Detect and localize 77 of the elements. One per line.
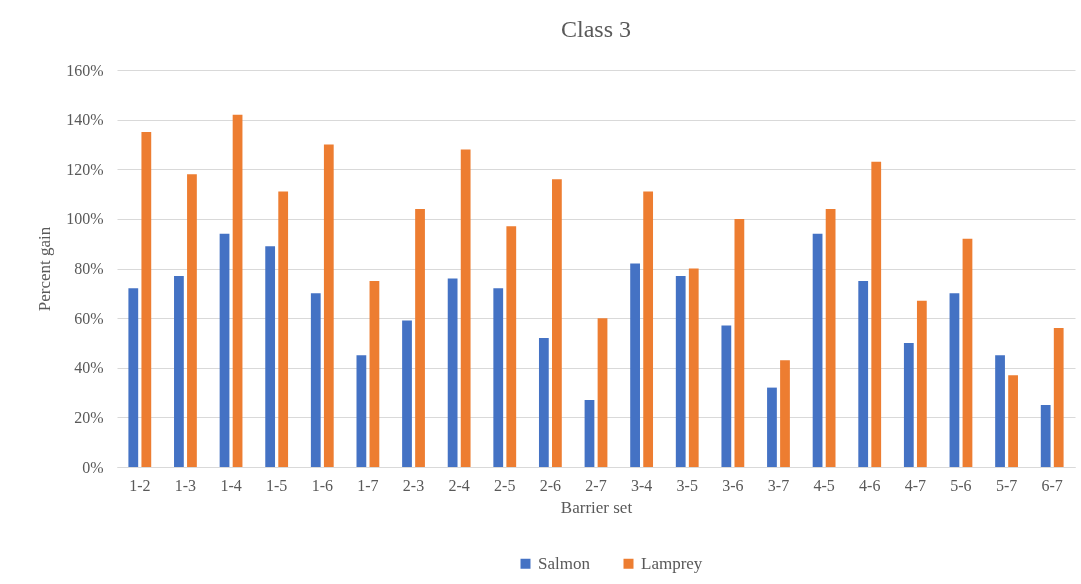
x-tick-label: 3-4	[630, 476, 653, 494]
bar	[493, 288, 504, 467]
bar	[903, 342, 914, 467]
y-axis-title: Percent gain	[35, 226, 55, 312]
bar	[174, 275, 184, 467]
x-tick-label: 2-5	[494, 476, 516, 494]
bar	[460, 149, 471, 467]
x-tick-label: 2-7	[585, 476, 607, 494]
bar	[780, 360, 790, 467]
bar	[949, 293, 960, 467]
x-tick-label: 1-2	[129, 476, 151, 494]
y-tick-label: 60%	[74, 309, 104, 327]
bar	[1008, 375, 1018, 467]
x-tick-label: 4-7	[904, 476, 926, 494]
bar	[643, 191, 654, 467]
legend-label: Lamprey	[641, 553, 703, 573]
bar	[415, 208, 425, 467]
bar	[812, 233, 823, 467]
y-tick-label: 160%	[66, 61, 104, 79]
bar	[721, 325, 732, 467]
x-tick-label: 1-3	[174, 476, 197, 494]
chart-title: Class 3	[560, 16, 632, 42]
bar	[232, 114, 243, 467]
y-tick-label: 0%	[82, 458, 104, 476]
x-tick-label: 1-4	[220, 476, 242, 494]
y-tick-label: 120%	[66, 160, 104, 178]
x-tick-label: 2-4	[448, 476, 470, 494]
bar	[552, 179, 562, 467]
bar	[584, 400, 595, 467]
x-tick-label: 3-6	[722, 476, 744, 494]
x-tick-label: 5-6	[950, 476, 972, 494]
bar	[825, 208, 836, 467]
bar	[630, 263, 640, 467]
x-tick-label: 3-5	[676, 476, 698, 494]
y-tick-label: 100%	[66, 210, 104, 228]
bar	[278, 191, 289, 467]
bar	[734, 218, 745, 467]
legend-label: Salmon	[538, 553, 591, 573]
bar	[688, 268, 699, 467]
x-tick-label: 3-7	[767, 476, 790, 494]
bar	[871, 161, 882, 467]
bar	[916, 300, 927, 467]
x-tick-label: 4-5	[813, 476, 835, 494]
y-tick-label: 140%	[66, 111, 104, 129]
bar	[447, 278, 458, 467]
x-tick-label: 5-7	[995, 476, 1018, 494]
x-tick-label: 4-6	[859, 476, 881, 494]
bar	[310, 293, 321, 467]
y-tick-label: 20%	[74, 408, 104, 426]
bar	[675, 275, 686, 467]
x-tick-label: 1-5	[266, 476, 288, 494]
x-tick-label: 2-3	[402, 476, 425, 494]
bar	[356, 355, 367, 467]
bar	[1053, 328, 1064, 467]
bar	[962, 238, 973, 467]
x-tick-label: 1-7	[357, 476, 379, 494]
x-axis-title: Barrier set	[560, 497, 633, 517]
bar	[995, 355, 1005, 467]
x-tick-label: 1-6	[311, 476, 333, 494]
y-tick-label: 40%	[74, 359, 104, 377]
bar	[1040, 404, 1051, 467]
bar	[402, 320, 412, 467]
bar	[506, 226, 517, 467]
x-tick-label: 2-6	[539, 476, 562, 494]
bar	[265, 246, 276, 467]
x-tick-label: 6-7	[1041, 476, 1063, 494]
bar	[128, 288, 139, 467]
bar	[369, 280, 380, 467]
y-tick-label: 80%	[74, 260, 104, 277]
bar	[767, 387, 777, 467]
bar	[323, 144, 334, 467]
bar	[597, 318, 608, 467]
bar	[538, 337, 549, 467]
bar	[141, 132, 152, 467]
bar	[187, 174, 197, 467]
bar	[858, 280, 869, 467]
bar	[219, 233, 230, 467]
